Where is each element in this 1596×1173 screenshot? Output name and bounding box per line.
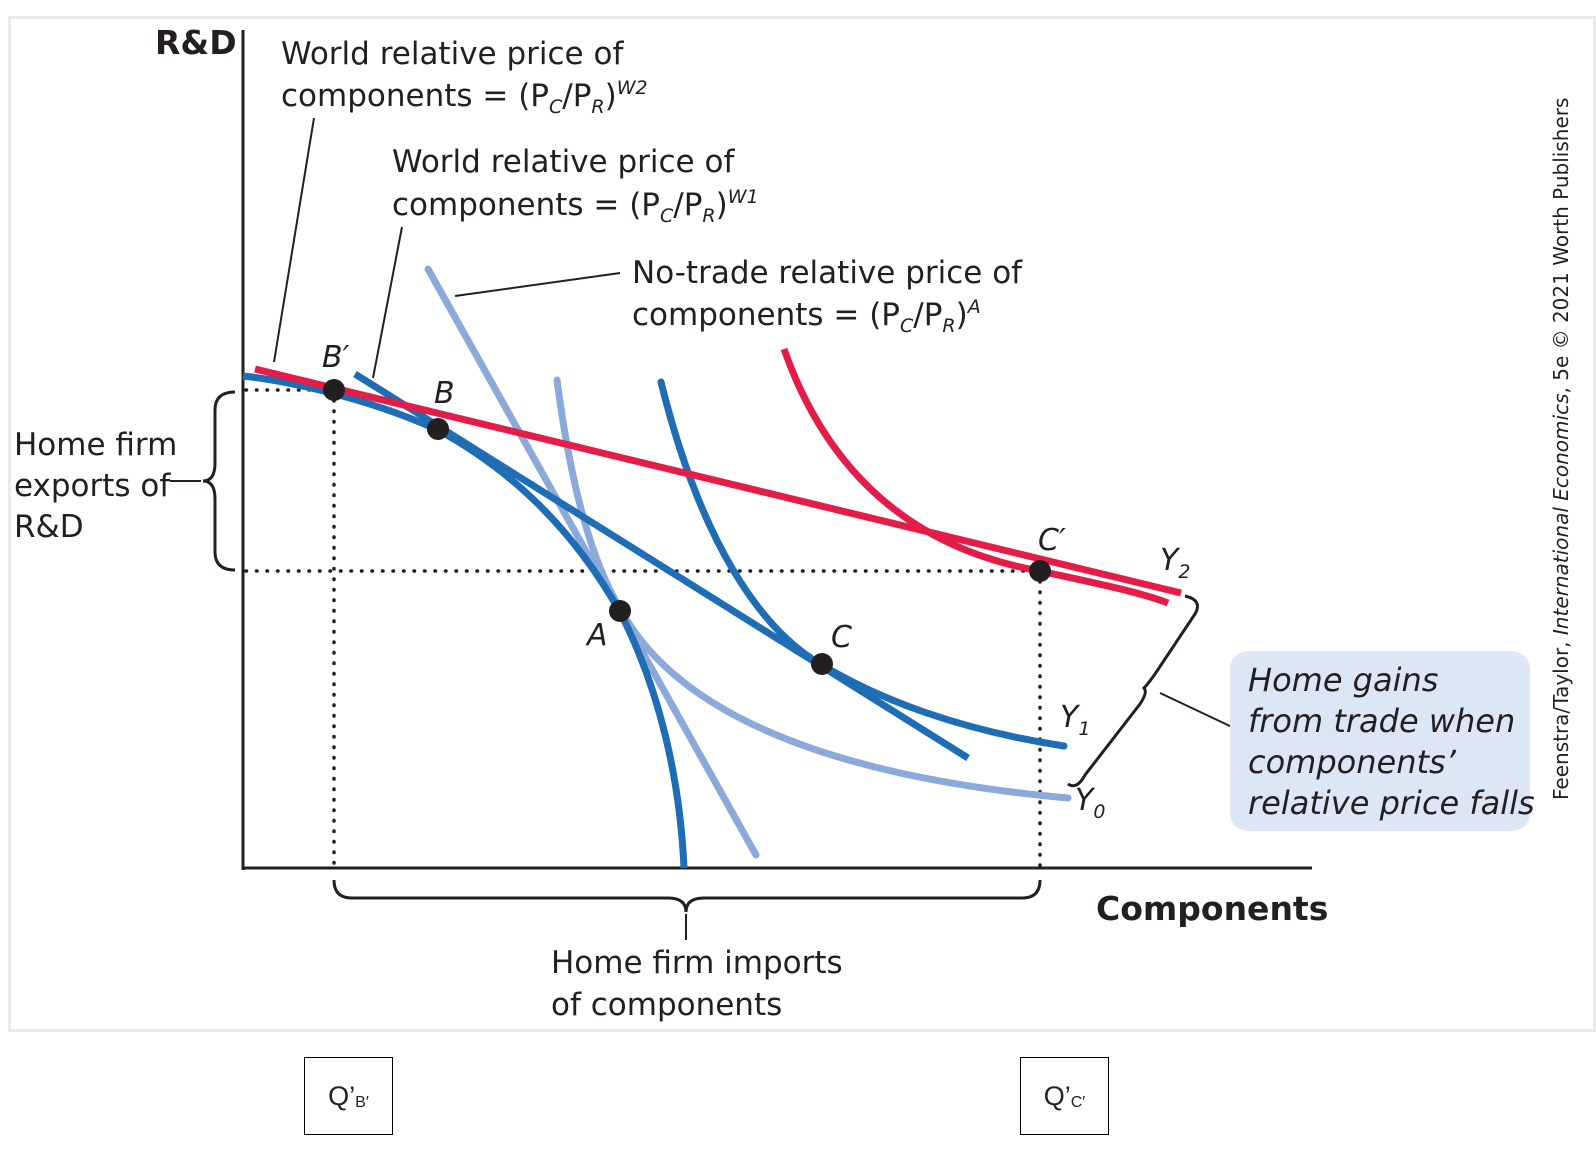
y2-indifference-curve	[780, 347, 1170, 607]
point-c-prime	[1029, 560, 1051, 582]
w2-price-line	[254, 365, 1182, 597]
y-axis-label: R&D	[155, 23, 237, 62]
x-axis-label: Components	[1096, 889, 1328, 928]
leader-lines	[273, 117, 621, 379]
quantity-box-c-prime-sub: C′	[1070, 1094, 1086, 1111]
imports-brace	[332, 879, 1042, 913]
exports-label-line3: R&D	[14, 509, 84, 545]
w2-label-line1: World relative price of	[281, 36, 624, 72]
label-b-prime: B′	[322, 340, 350, 375]
quantity-box-b-prime-main: Q’	[328, 1080, 356, 1111]
gains-brace	[1067, 594, 1199, 788]
gains-label-line2: from trade when	[1248, 702, 1515, 740]
exports-brace	[202, 390, 236, 572]
gains-leader	[1159, 692, 1233, 728]
credit-line: Feenstra/Taylor, International Economics…	[1549, 98, 1573, 800]
quantity-box-c-prime-main: Q’	[1043, 1080, 1071, 1111]
label-a: A	[585, 618, 608, 653]
quantity-box-c-prime: Q’ C′	[1020, 1057, 1109, 1135]
w2-label-line2: components = (PC/PR)W2	[281, 77, 648, 118]
quantity-box-b-prime-sub: B′	[355, 1094, 369, 1111]
label-y1: Y1	[1060, 700, 1090, 740]
exports-label-line1: Home firm	[14, 427, 177, 463]
point-a	[609, 600, 631, 622]
imports-label-line2: of components	[551, 987, 782, 1023]
point-b-prime	[323, 379, 345, 401]
w1-label-line1: World relative price of	[392, 144, 735, 180]
label-y2: Y2	[1160, 543, 1190, 583]
notrade-label-line2: components = (PC/PR)A	[632, 296, 981, 337]
imports-label-line1: Home firm imports	[551, 945, 843, 981]
gains-callout-box	[1230, 651, 1530, 831]
figure-frame	[8, 16, 1596, 1032]
label-c: C	[831, 620, 852, 655]
notrade-label-line1: No-trade relative price of	[632, 255, 1023, 291]
gains-label-line3: components’	[1248, 743, 1457, 781]
gains-label-line4: relative price falls	[1248, 784, 1535, 822]
label-y0: Y0	[1075, 783, 1105, 823]
gains-label-line1: Home gains	[1248, 661, 1438, 699]
label-c-prime: C′	[1038, 523, 1066, 558]
equilibrium-points	[323, 379, 1051, 675]
point-c	[811, 653, 833, 675]
w1-label-line2: components = (PC/PR)W1	[392, 186, 759, 227]
exports-label-line2: exports of	[14, 468, 171, 504]
ppf-curve	[242, 372, 688, 869]
w1-price-line	[353, 371, 970, 761]
label-b: B	[434, 376, 455, 411]
quantity-box-b-prime: Q’ B′	[304, 1057, 393, 1135]
point-b	[427, 418, 449, 440]
y0-indifference-curve	[553, 376, 1072, 802]
